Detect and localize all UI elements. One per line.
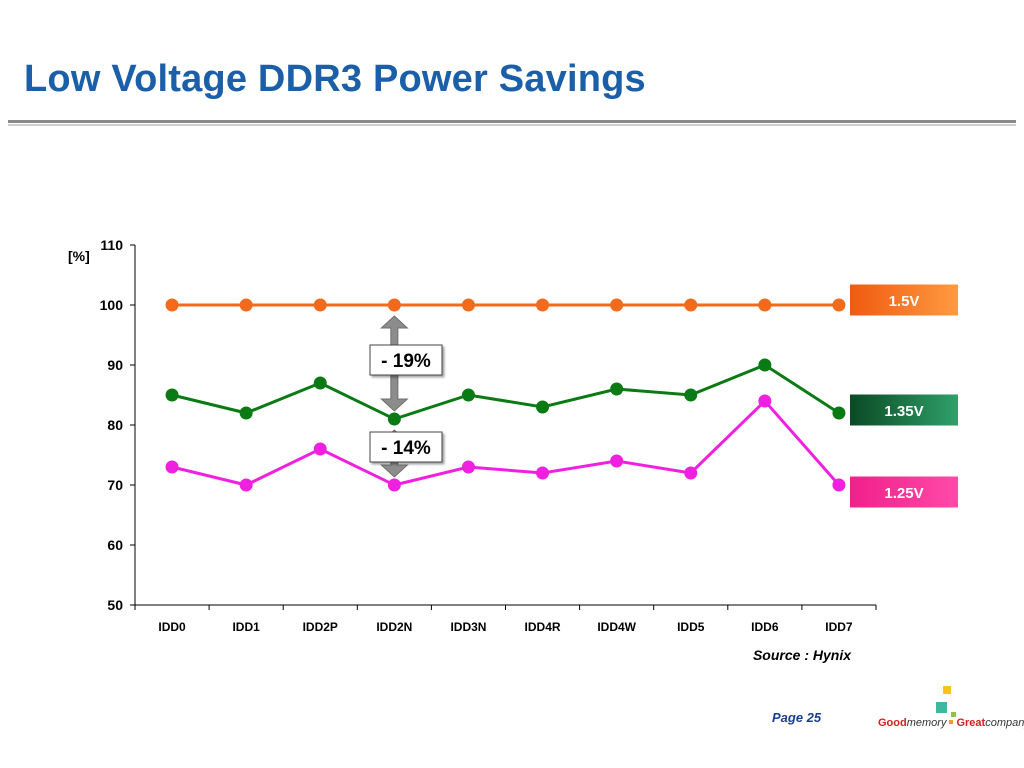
x-tick-label: IDD5	[677, 620, 705, 634]
data-point-1-35v	[832, 406, 846, 420]
data-point-1-35v	[165, 388, 179, 402]
data-point-1-5v	[313, 298, 327, 312]
slide-title: Low Voltage DDR3 Power Savings	[24, 58, 646, 100]
page-number: Page 25	[772, 710, 822, 725]
data-point-1-25v	[461, 460, 475, 474]
data-point-1-25v	[165, 460, 179, 474]
data-point-1-25v	[832, 478, 846, 492]
x-tick-label: IDD4W	[597, 620, 636, 634]
data-point-1-5v	[461, 298, 475, 312]
data-point-1-25v	[387, 478, 401, 492]
data-point-1-35v	[536, 400, 550, 414]
source-label: Source : Hynix	[753, 647, 852, 663]
data-point-1-5v	[387, 298, 401, 312]
data-point-1-35v	[239, 406, 253, 420]
x-tick-label: IDD6	[751, 620, 779, 634]
data-point-1-25v	[239, 478, 253, 492]
company-slogan: Goodmemory Greatcompany	[878, 717, 1024, 729]
data-point-1-25v	[610, 454, 624, 468]
series-line-1-25v	[171, 398, 841, 487]
slogan-great: Great	[956, 717, 986, 729]
data-point-1-35v	[387, 412, 401, 426]
x-tick-label: IDD2P	[303, 620, 338, 634]
y-tick-label: 90	[107, 357, 123, 373]
data-point-1-35v	[461, 388, 475, 402]
annotation-box-2	[369, 431, 443, 463]
legend-tag-1	[850, 284, 958, 316]
x-tick-label: IDD7	[825, 620, 853, 634]
data-point-1-35v	[610, 382, 624, 396]
data-point-1-5v	[758, 298, 772, 312]
annotation-label-2: - 14%	[381, 438, 431, 459]
data-point-1-25v	[313, 442, 327, 456]
data-point-1-25v	[758, 394, 772, 408]
data-point-1-35v	[313, 376, 327, 390]
x-tick-label: IDD1	[232, 620, 260, 634]
slogan-separator	[949, 720, 954, 725]
slogan-good: Good	[878, 717, 907, 729]
y-tick-label: 70	[107, 477, 123, 493]
data-point-1-35v	[758, 358, 772, 372]
logo-square-green	[951, 712, 956, 717]
x-tick-label: IDD3N	[450, 620, 486, 634]
data-point-1-25v	[536, 466, 550, 480]
annotation-label-1: - 19%	[381, 351, 431, 372]
annotation-box-1	[369, 344, 443, 376]
y-tick-label: 110	[100, 237, 123, 253]
y-tick-label: 100	[100, 297, 124, 313]
legend-label-3: 1.25V	[884, 485, 923, 502]
data-point-1-5v	[684, 298, 698, 312]
x-tick-label: IDD0	[158, 620, 186, 634]
data-point-1-5v	[536, 298, 550, 312]
legend-tag-2	[850, 394, 958, 426]
data-point-1-25v	[684, 466, 698, 480]
legend-label-2: 1.35V	[884, 403, 923, 420]
data-point-1-5v	[239, 298, 253, 312]
title-divider	[8, 120, 1016, 123]
logo-square-teal	[936, 702, 947, 713]
y-tick-label: 50	[107, 597, 123, 613]
series-line-1-35v	[171, 363, 840, 421]
legend-label-1: 1.5V	[889, 293, 920, 310]
x-tick-label: IDD4R	[525, 620, 561, 634]
title-divider-shadow	[8, 124, 1016, 126]
y-tick-label: 60	[107, 537, 123, 553]
y-tick-label: 80	[107, 417, 123, 433]
logo-square-yellow	[943, 686, 951, 694]
data-point-1-5v	[610, 298, 624, 312]
data-point-1-5v	[165, 298, 179, 312]
slogan-company: company	[985, 717, 1024, 729]
slogan-memory: memory	[906, 717, 947, 729]
x-tick-label: IDD2N	[376, 620, 412, 634]
y-axis-label: [%]	[68, 248, 90, 264]
legend-tag-3	[850, 476, 958, 508]
data-point-1-35v	[684, 388, 698, 402]
data-point-1-5v	[832, 298, 846, 312]
